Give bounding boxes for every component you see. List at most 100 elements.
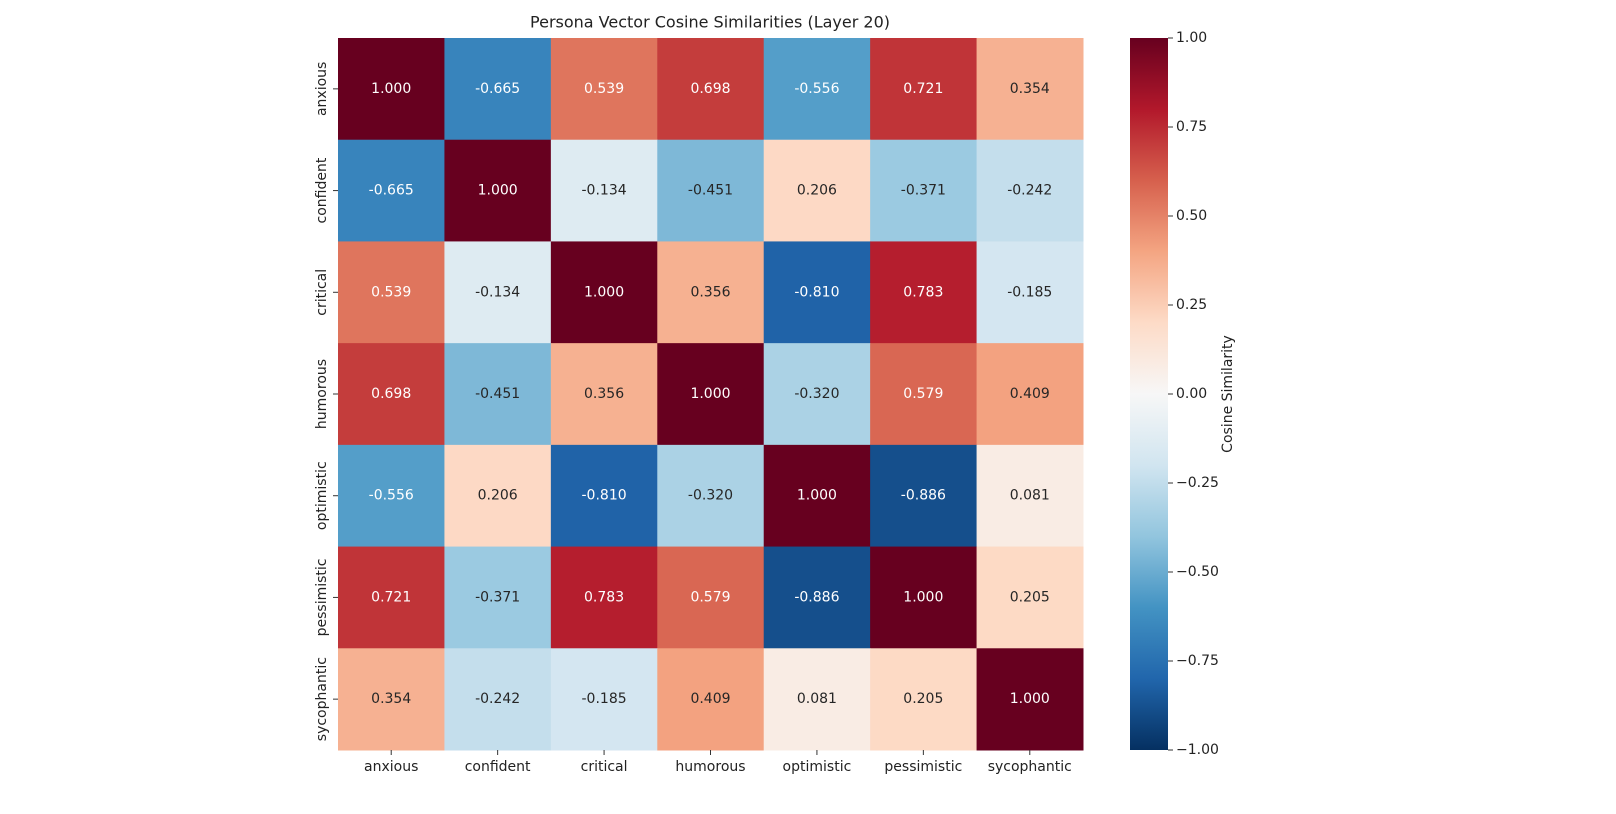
cell-label: 1.000: [903, 589, 943, 605]
heatmap-cell: [976, 546, 1084, 649]
heatmap-cell: [870, 241, 978, 344]
cell-label: 0.354: [371, 691, 411, 707]
cell-label: -0.134: [582, 183, 627, 199]
heatmap-cell: [657, 546, 765, 649]
cell-label: 0.721: [903, 81, 943, 97]
cell-label: -0.242: [475, 691, 520, 707]
cell-label: -0.185: [1007, 284, 1052, 300]
colorbar-tick-label: 0.25: [1176, 297, 1207, 313]
colorbar-tick-label: 0.00: [1176, 386, 1207, 402]
heatmap-cell: [763, 444, 871, 548]
x-tick-label: humorous: [675, 759, 745, 775]
heatmap-cell: [338, 444, 445, 548]
cell-label: 0.579: [690, 589, 730, 605]
y-tick-label: optimistic: [314, 461, 330, 530]
colorbar-tick-label: 0.50: [1176, 208, 1207, 224]
heatmap-cell: [870, 648, 978, 751]
heatmap-cell: [976, 648, 1084, 751]
cell-label: -0.134: [475, 284, 520, 300]
cell-label: 0.539: [371, 284, 411, 300]
cell-label: 0.409: [1010, 386, 1050, 402]
cell-label: -0.371: [475, 589, 520, 605]
x-tick-label: anxious: [364, 759, 418, 775]
heatmap-cell: [550, 139, 658, 242]
y-tick-label: pessimistic: [314, 558, 330, 636]
cell-label: 0.206: [478, 488, 518, 504]
heatmap-cell: [657, 648, 765, 751]
cell-label: 0.783: [584, 589, 624, 605]
heatmap-cell: [338, 241, 445, 344]
cell-label: 0.205: [1010, 589, 1050, 605]
cell-label: 0.354: [1010, 81, 1050, 97]
heatmap-cell: [870, 139, 978, 242]
heatmap-cell: [870, 546, 978, 649]
heatmap-cell: [763, 343, 871, 446]
heatmap-cell: [657, 241, 765, 344]
colorbar-tick-label: −0.75: [1176, 653, 1219, 669]
heatmap-cell: [338, 38, 445, 141]
heatmap-cell: [763, 648, 871, 751]
heatmap-cell: [444, 38, 552, 141]
cell-label: 0.579: [903, 386, 943, 402]
colorbar-tick-label: −0.25: [1176, 475, 1219, 491]
chart-title: Persona Vector Cosine Similarities (Laye…: [530, 13, 890, 32]
cell-label: 0.409: [690, 691, 730, 707]
heatmap-cell: [338, 139, 445, 242]
cell-label: 0.698: [690, 81, 730, 97]
heatmap-cell: [338, 546, 445, 649]
heatmap-cell: [550, 648, 658, 751]
heatmap-cell: [870, 343, 978, 446]
heatmap-cell: [444, 546, 552, 649]
heatmap-cell: [976, 241, 1084, 344]
heatmap-cell: [444, 139, 552, 242]
heatmap-cell: [657, 38, 765, 141]
colorbar-tick-label: 1.00: [1176, 30, 1207, 46]
heatmap-cell: [550, 546, 658, 649]
y-tick-label: critical: [314, 269, 330, 316]
cell-label: -0.810: [794, 284, 839, 300]
heatmap-cell: [976, 444, 1084, 548]
heatmap-cell: [550, 444, 658, 548]
colorbar-tick-label: −0.50: [1176, 564, 1219, 580]
heatmap-cell: [976, 38, 1084, 141]
heatmap-cell: [338, 648, 445, 751]
x-tick-label: pessimistic: [884, 759, 962, 775]
cell-label: -0.185: [582, 691, 627, 707]
heatmap-cell: [976, 139, 1084, 242]
cell-label: 0.356: [584, 386, 624, 402]
heatmap-cell: [550, 241, 658, 344]
cell-label: -0.556: [369, 488, 414, 504]
cell-label: -0.556: [794, 81, 839, 97]
x-tick-label: sycophantic: [988, 759, 1072, 775]
heatmap-cell: [657, 343, 765, 446]
y-tick-label: anxious: [314, 62, 330, 116]
cell-label: 0.783: [903, 284, 943, 300]
y-tick-label: humorous: [314, 359, 330, 429]
heatmap-cell: [870, 38, 978, 141]
y-tick-label: confident: [314, 157, 330, 223]
cell-label: 0.205: [903, 691, 943, 707]
cell-label: -0.320: [794, 386, 839, 402]
cell-label: 0.721: [371, 589, 411, 605]
cell-label: 0.698: [371, 386, 411, 402]
heatmap-cell: [550, 343, 658, 446]
x-tick-label: confident: [465, 759, 531, 775]
heatmap-cell: [763, 38, 871, 141]
cell-label: -0.810: [582, 488, 627, 504]
heatmap-cell: [657, 139, 765, 242]
y-tick-label: sycophantic: [314, 657, 330, 741]
cell-label: 1.000: [797, 488, 837, 504]
heatmap-cell: [338, 343, 445, 446]
x-tick-label: critical: [581, 759, 628, 775]
cell-label: -0.242: [1007, 183, 1052, 199]
cell-label: 1.000: [478, 183, 518, 199]
cell-label: 1.000: [1010, 691, 1050, 707]
heatmap-cell: [550, 38, 658, 141]
heatmap-cell: [657, 444, 765, 548]
cell-label: -0.886: [794, 589, 839, 605]
heatmap-cell: [763, 546, 871, 649]
cell-label: 0.081: [1010, 488, 1050, 504]
cell-label: -0.665: [475, 81, 520, 97]
heatmap-cell: [444, 343, 552, 446]
